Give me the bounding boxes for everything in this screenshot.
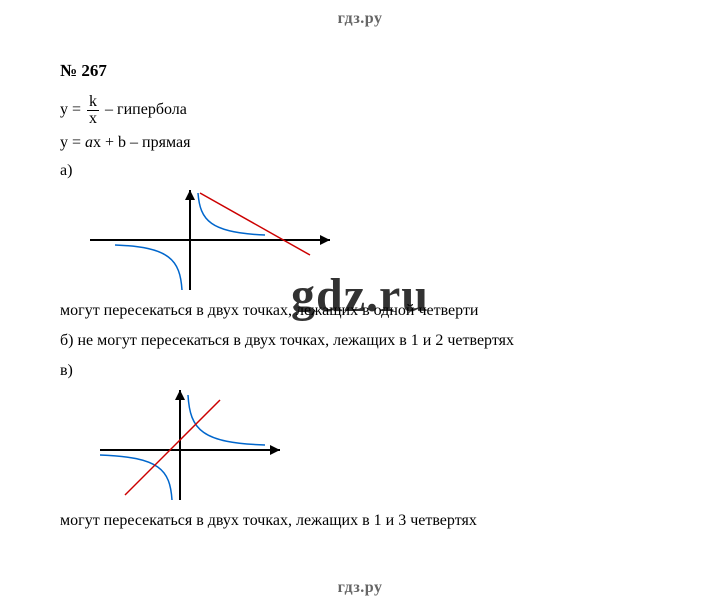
eq1-den: x [87, 110, 99, 127]
graph-c [90, 385, 670, 505]
part-b-text: б) не могут пересекаться в двух точках, … [60, 329, 670, 353]
content-region: № 267 y = kx – гипербола y = ax + b – пр… [0, 28, 720, 533]
eq2-lhs: y = [60, 134, 85, 151]
eq1-fraction: kx [87, 94, 99, 127]
eq2-a: a [85, 134, 93, 151]
footer-logo: гдз.ру [0, 579, 720, 597]
eq2-rest: x + b – прямая [93, 134, 190, 151]
graph-a [80, 185, 670, 295]
problem-number: № 267 [60, 58, 670, 84]
eq1-rhs: – гипербола [101, 101, 187, 118]
graph-c-svg [90, 385, 290, 505]
part-a-text: могут пересекаться в двух точках, лежащи… [60, 299, 670, 323]
graph-a-svg [80, 185, 340, 295]
equation-line: y = ax + b – прямая [60, 131, 670, 155]
part-c-text: могут пересекаться в двух точках, лежащи… [60, 509, 670, 533]
header-logo: гдз.ру [0, 0, 720, 28]
equation-hyperbola: y = kx – гипербола [60, 94, 670, 127]
part-a-label: а) [60, 159, 670, 183]
part-c-label: в) [60, 359, 670, 383]
eq1-lhs: y = [60, 101, 85, 118]
eq1-num: k [87, 94, 99, 110]
